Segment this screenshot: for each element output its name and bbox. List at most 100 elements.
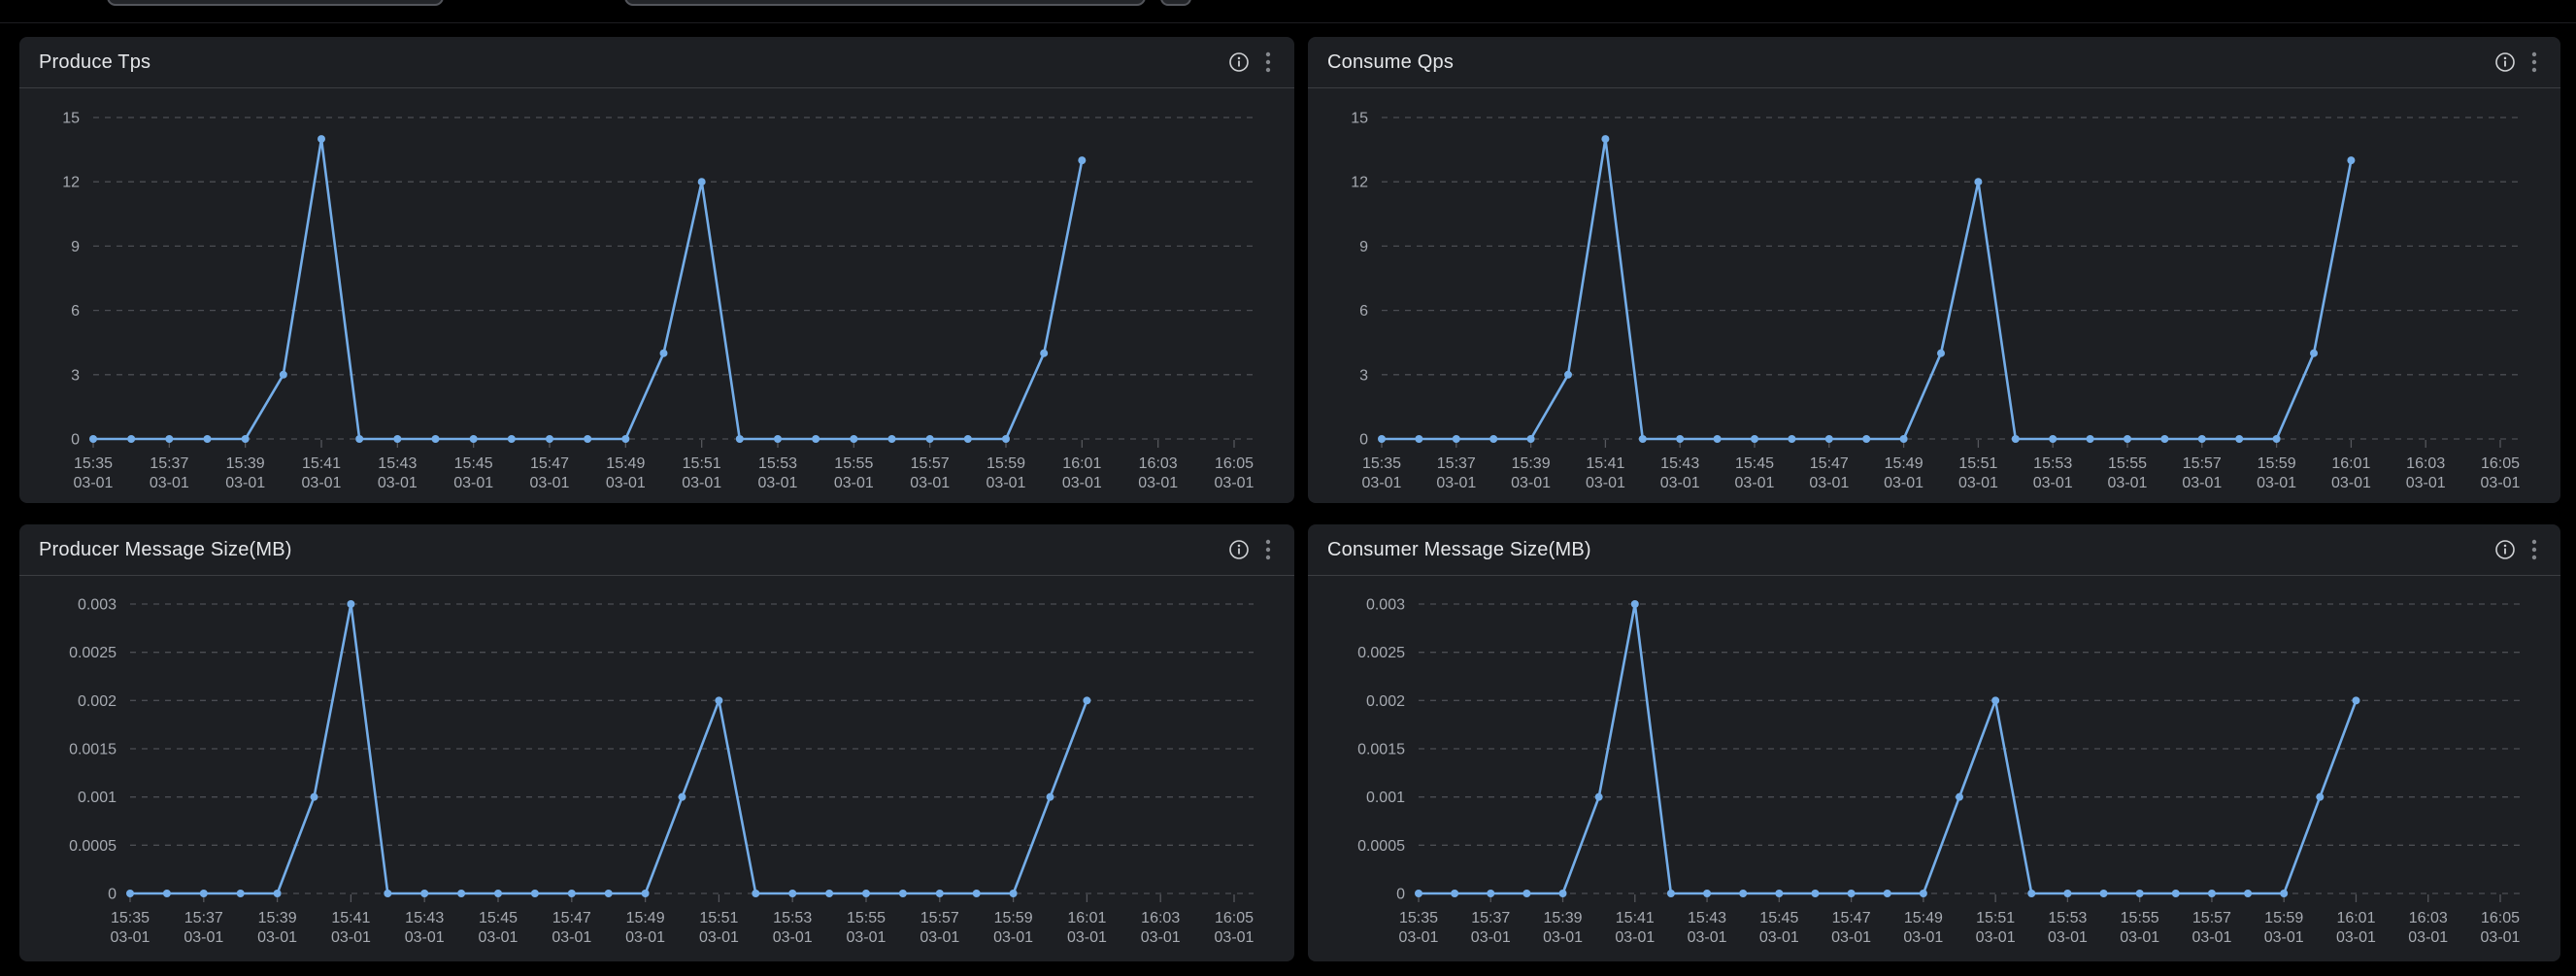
svg-text:15:43: 15:43 <box>378 455 417 472</box>
svg-text:15:37: 15:37 <box>1471 910 1510 926</box>
svg-text:0.003: 0.003 <box>78 597 117 614</box>
svg-text:15:39: 15:39 <box>1512 455 1551 472</box>
svg-text:15:41: 15:41 <box>331 910 370 926</box>
kebab-menu-icon[interactable] <box>2531 538 2537 561</box>
svg-text:03-01: 03-01 <box>2406 475 2446 491</box>
svg-text:16:03: 16:03 <box>2409 910 2448 926</box>
svg-text:03-01: 03-01 <box>1688 929 1727 946</box>
svg-text:03-01: 03-01 <box>1759 929 1799 946</box>
svg-text:03-01: 03-01 <box>1809 475 1849 491</box>
svg-text:03-01: 03-01 <box>1362 475 1402 491</box>
info-icon[interactable] <box>1228 539 1250 560</box>
svg-text:15:47: 15:47 <box>530 455 569 472</box>
kebab-menu-icon[interactable] <box>1265 538 1271 561</box>
svg-text:15:55: 15:55 <box>834 455 873 472</box>
svg-text:16:03: 16:03 <box>1139 455 1178 472</box>
panel-title: Consume Qps <box>1327 50 1455 73</box>
svg-text:03-01: 03-01 <box>111 929 151 946</box>
svg-text:03-01: 03-01 <box>2331 475 2371 491</box>
svg-text:03-01: 03-01 <box>2264 929 2304 946</box>
kebab-menu-icon[interactable] <box>1265 50 1271 74</box>
panel-title: Consumer Message Size(MB) <box>1327 538 1591 560</box>
svg-text:16:05: 16:05 <box>2481 455 2520 472</box>
svg-text:6: 6 <box>71 303 80 320</box>
info-icon[interactable] <box>2494 539 2516 560</box>
svg-text:3: 3 <box>71 367 80 384</box>
toolbar-input-primary[interactable] <box>107 0 444 6</box>
svg-text:03-01: 03-01 <box>993 929 1033 946</box>
produce-tps-chart[interactable]: 0 3 6 9 12 15 15:35 03-01 15:37 03-01 15:39 03-01 15… <box>19 37 1294 503</box>
svg-text:03-01: 03-01 <box>910 475 950 491</box>
svg-text:15:37: 15:37 <box>150 455 188 472</box>
svg-text:03-01: 03-01 <box>1138 475 1178 491</box>
toolbar-mini-button[interactable] <box>1160 0 1191 6</box>
svg-text:15:51: 15:51 <box>699 910 738 926</box>
svg-text:03-01: 03-01 <box>257 929 297 946</box>
svg-text:15:43: 15:43 <box>405 910 444 926</box>
svg-text:03-01: 03-01 <box>150 475 189 491</box>
kebab-menu-icon[interactable] <box>2531 50 2537 74</box>
svg-text:15:59: 15:59 <box>987 455 1025 472</box>
svg-text:15:41: 15:41 <box>302 455 341 472</box>
svg-text:03-01: 03-01 <box>1615 929 1655 946</box>
svg-text:15:57: 15:57 <box>2183 455 2222 472</box>
svg-text:16:01: 16:01 <box>1067 910 1106 926</box>
svg-text:15:51: 15:51 <box>1976 910 2015 926</box>
svg-text:03-01: 03-01 <box>1399 929 1439 946</box>
svg-text:0.0025: 0.0025 <box>1357 645 1405 661</box>
svg-text:03-01: 03-01 <box>1903 929 1943 946</box>
svg-text:15:45: 15:45 <box>454 455 493 472</box>
svg-text:03-01: 03-01 <box>1958 475 1998 491</box>
svg-text:15:41: 15:41 <box>1616 910 1655 926</box>
svg-text:15:39: 15:39 <box>226 455 265 472</box>
info-icon[interactable] <box>2494 51 2516 73</box>
svg-text:15:43: 15:43 <box>1688 910 1726 926</box>
svg-text:03-01: 03-01 <box>2481 475 2521 491</box>
info-icon[interactable] <box>1228 51 1250 73</box>
svg-text:15:49: 15:49 <box>606 455 645 472</box>
svg-text:03-01: 03-01 <box>2408 929 2448 946</box>
svg-text:03-01: 03-01 <box>1067 929 1107 946</box>
svg-text:15:45: 15:45 <box>1735 455 1774 472</box>
svg-text:15:49: 15:49 <box>626 910 665 926</box>
svg-text:03-01: 03-01 <box>552 929 591 946</box>
panel-producer-message-size: 0 0.0005 0.001 0.0015 0.002 0.0025 0.003 15:35 0… <box>19 524 1294 961</box>
panel-header: Consume Qps <box>1308 37 2560 88</box>
svg-text:0: 0 <box>108 887 117 903</box>
svg-text:03-01: 03-01 <box>834 475 874 491</box>
consume-qps-chart[interactable]: 0 3 6 9 12 15 15:35 03-01 15:37 03-01 15:39 03-01 15… <box>1308 37 2560 503</box>
producer-message-size-chart[interactable]: 0 0.0005 0.001 0.0015 0.002 0.0025 0.003 15:35 0… <box>19 524 1294 961</box>
svg-text:16:01: 16:01 <box>1062 455 1101 472</box>
svg-text:03-01: 03-01 <box>699 929 739 946</box>
consumer-message-size-chart[interactable]: 0 0.0005 0.001 0.0015 0.002 0.0025 0.003 15:35 0… <box>1308 524 2560 961</box>
svg-text:03-01: 03-01 <box>682 475 721 491</box>
panel-produce-tps: 0 3 6 9 12 15 15:35 03-01 15:37 03-01 15:39 03-01 15… <box>19 37 1294 503</box>
svg-text:15:35: 15:35 <box>111 910 150 926</box>
svg-text:15: 15 <box>1351 111 1368 127</box>
svg-text:15:53: 15:53 <box>2033 455 2072 472</box>
svg-text:15:59: 15:59 <box>2264 910 2303 926</box>
svg-text:03-01: 03-01 <box>1884 475 1924 491</box>
svg-text:03-01: 03-01 <box>1436 475 1476 491</box>
svg-text:03-01: 03-01 <box>74 475 114 491</box>
svg-text:03-01: 03-01 <box>847 929 887 946</box>
svg-text:15:59: 15:59 <box>2258 455 2296 472</box>
svg-text:15:57: 15:57 <box>920 910 959 926</box>
svg-text:03-01: 03-01 <box>378 475 418 491</box>
svg-text:15:39: 15:39 <box>1544 910 1583 926</box>
svg-text:16:03: 16:03 <box>2406 455 2445 472</box>
svg-text:03-01: 03-01 <box>331 929 371 946</box>
svg-text:03-01: 03-01 <box>773 929 813 946</box>
toolbar-input-secondary[interactable] <box>624 0 1146 6</box>
svg-text:15:47: 15:47 <box>1832 910 1871 926</box>
svg-text:0.002: 0.002 <box>78 693 117 710</box>
svg-text:15:39: 15:39 <box>258 910 297 926</box>
svg-text:9: 9 <box>1359 239 1368 255</box>
svg-text:15: 15 <box>62 111 80 127</box>
svg-text:03-01: 03-01 <box>920 929 959 946</box>
svg-text:03-01: 03-01 <box>1586 475 1625 491</box>
svg-text:03-01: 03-01 <box>2481 929 2521 946</box>
svg-text:0.002: 0.002 <box>1366 693 1405 710</box>
svg-text:03-01: 03-01 <box>225 475 265 491</box>
top-toolbar <box>0 0 2576 23</box>
